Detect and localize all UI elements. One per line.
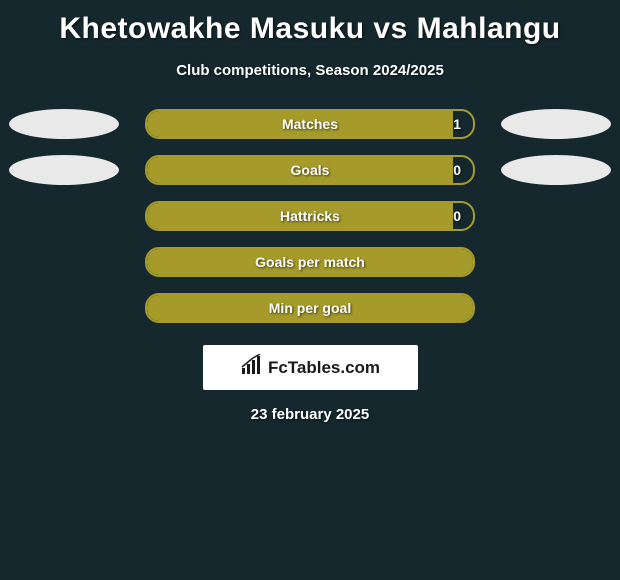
stat-row-goals: Goals 0: [20, 155, 600, 185]
stat-label: Matches: [147, 116, 473, 132]
page-subtitle: Club competitions, Season 2024/2025: [0, 62, 620, 79]
stat-row-goals-per-match: Goals per match: [20, 247, 600, 277]
brand-box: FcTables.com: [203, 345, 418, 390]
stat-bar: Hattricks 0: [145, 201, 475, 231]
footer-date: 23 february 2025: [0, 406, 620, 423]
stat-row-matches: Matches 1: [20, 109, 600, 139]
brand-text: FcTables.com: [268, 358, 380, 378]
stat-label: Min per goal: [147, 300, 473, 316]
stat-value: 1: [453, 116, 461, 132]
stat-label: Goals per match: [147, 254, 473, 270]
stat-row-hattricks: Hattricks 0: [20, 201, 600, 231]
stat-label: Goals: [147, 162, 473, 178]
right-avatar-placeholder: [501, 109, 611, 139]
stat-row-min-per-goal: Min per goal: [20, 293, 600, 323]
left-avatar-placeholder: [9, 155, 119, 185]
stat-value: 0: [453, 208, 461, 224]
right-avatar-placeholder: [501, 155, 611, 185]
stat-bar: Min per goal: [145, 293, 475, 323]
stat-bar: Goals per match: [145, 247, 475, 277]
stat-value: 0: [453, 162, 461, 178]
left-avatar-placeholder: [9, 109, 119, 139]
stat-bar: Goals 0: [145, 155, 475, 185]
stats-container: Matches 1 Goals 0 Hattricks 0 Goals per …: [0, 109, 620, 323]
stat-label: Hattricks: [147, 208, 473, 224]
page-title: Khetowakhe Masuku vs Mahlangu: [0, 0, 620, 46]
brand-chart-icon: [240, 354, 264, 381]
stat-bar: Matches 1: [145, 109, 475, 139]
